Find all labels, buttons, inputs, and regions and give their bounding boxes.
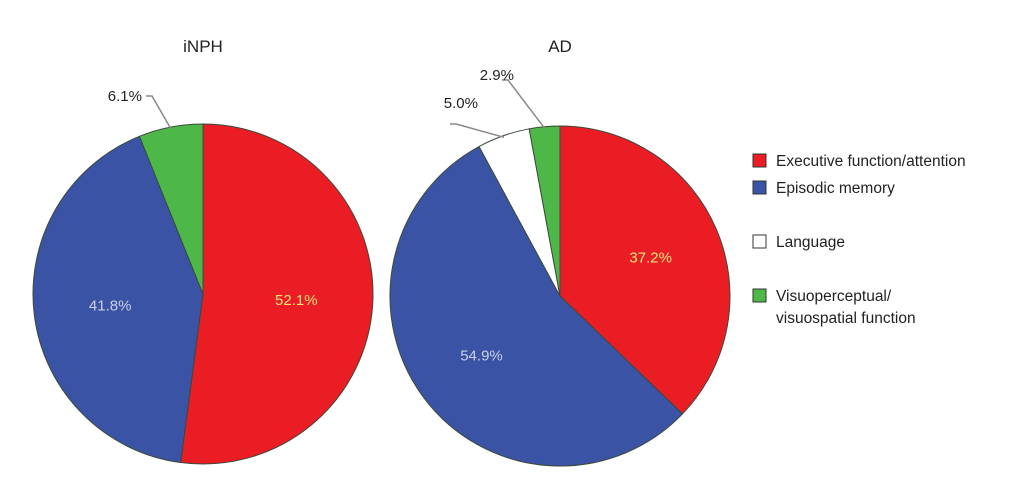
slice-label: 41.8% xyxy=(89,298,132,315)
pie-slice-episodic-memory xyxy=(389,145,684,467)
legend-swatch xyxy=(752,288,767,303)
chart-inph: iNPH 52.1% 41.8% 6.1% xyxy=(32,37,374,465)
pie-ad: 37.2% 54.9% 5.0%2.9% xyxy=(389,67,731,467)
legend-label: Episodic memory xyxy=(776,180,895,197)
callout-line xyxy=(146,95,172,130)
chart-title-inph: iNPH xyxy=(183,37,223,56)
pie-slice-executive-function-attention xyxy=(559,125,731,415)
chart-ad: AD 37.2% 54.9% 5.0%2.9% xyxy=(389,37,731,467)
legend-label: Language xyxy=(776,234,845,251)
legend-swatch xyxy=(752,234,767,249)
pie-inph: 52.1% 41.8% 6.1% xyxy=(32,88,374,465)
slice-label: 6.1% xyxy=(108,88,142,105)
pie-slice-episodic-memory xyxy=(32,135,204,464)
legend-swatch xyxy=(752,180,767,195)
pie-slice-visuoperceptual-visuospatial-function xyxy=(528,125,561,297)
slice-label: 2.9% xyxy=(480,67,514,84)
legend-label: Visuoperceptual/ xyxy=(776,288,892,305)
legend: Executive function/attention Episodic mem… xyxy=(752,153,966,327)
legend-swatch xyxy=(752,153,767,168)
slice-label: 37.2% xyxy=(629,249,672,266)
legend-label: visuospatial function xyxy=(776,310,916,327)
slice-label: 5.0% xyxy=(444,95,478,112)
chart-title-ad: AD xyxy=(548,37,572,56)
legend-label: Executive function/attention xyxy=(776,153,966,170)
slice-label: 52.1% xyxy=(275,292,318,309)
pie-slice-executive-function-attention xyxy=(180,123,374,465)
callout-line xyxy=(450,123,505,139)
slice-label: 54.9% xyxy=(460,348,503,365)
callout-line xyxy=(502,79,546,129)
